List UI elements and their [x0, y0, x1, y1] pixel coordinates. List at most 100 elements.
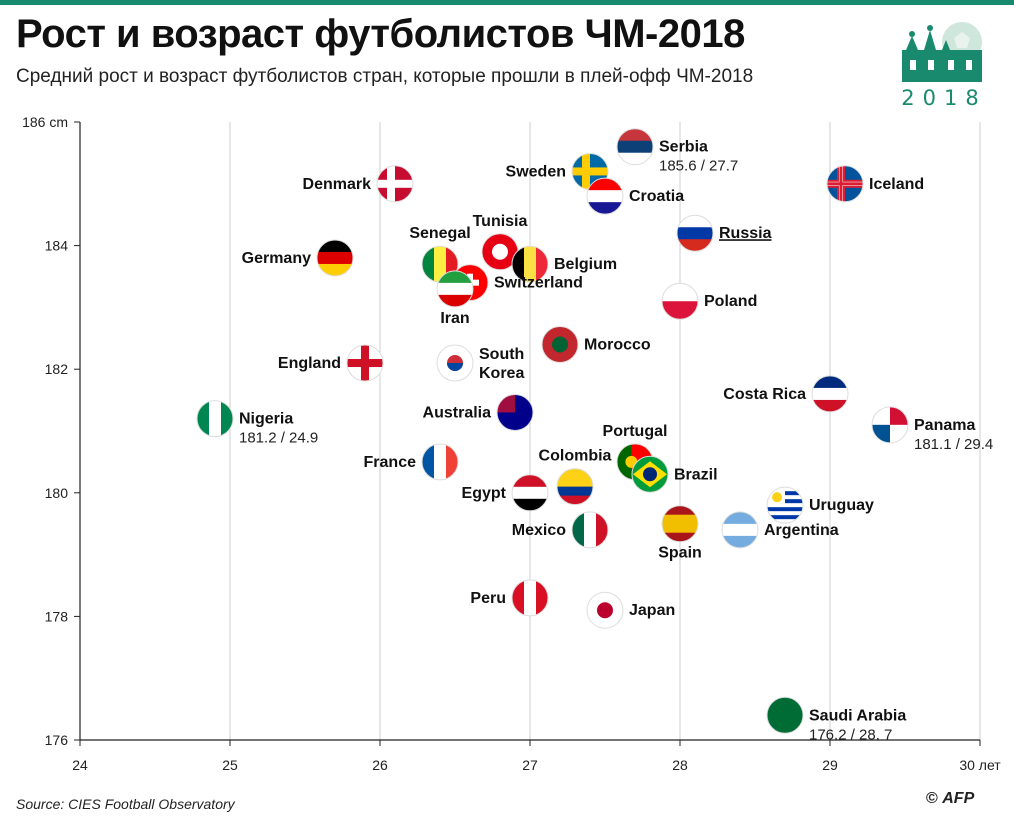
y-tick-label: 178 [45, 608, 69, 624]
point-label: Croatia [629, 188, 684, 205]
flag-outline [676, 214, 714, 252]
flag-graphic [587, 592, 623, 629]
flag-outline [586, 177, 624, 215]
point-value-label: 181.1 / 29.4 [914, 436, 993, 453]
point-label: Uruguay [809, 497, 874, 514]
source-note: Source: CIES Football Observatory [16, 796, 235, 812]
flag-point-germany: Germany [242, 239, 354, 277]
flag-outline [436, 270, 474, 308]
point-label: Japan [629, 602, 675, 619]
flag-point-denmark: Denmark [303, 165, 414, 203]
point-label: Brazil [674, 466, 718, 483]
flag-graphic [827, 165, 863, 202]
afp-credit: © AFP [926, 790, 974, 808]
x-tick-label: 30 лет [959, 757, 1001, 773]
flag-graphic [317, 239, 353, 276]
flag-graphic [572, 511, 608, 548]
flag-outline [196, 400, 234, 438]
flag-graphic [512, 579, 548, 616]
x-tick-label: 28 [672, 757, 688, 773]
flag-outline [511, 245, 549, 283]
chart-title: Рост и возраст футболистов ЧМ-2018 [16, 12, 745, 56]
flag-graphic [767, 697, 803, 734]
point-label: Argentina [764, 522, 839, 539]
flag-outline [436, 344, 474, 382]
flag-outline [721, 511, 759, 549]
point-label: Australia [423, 404, 492, 421]
flag-point-spain: Spain [658, 505, 702, 562]
point-value-label: 185.6 / 27.7 [659, 158, 738, 175]
point-label: Mexico [512, 522, 566, 539]
flag-outline [541, 325, 579, 363]
point-value-label: 176.2 / 28. 7 [809, 726, 892, 743]
logo-year: 2018 [901, 86, 987, 110]
point-label: Iceland [869, 176, 924, 193]
flag-point-iceland: Iceland [826, 165, 924, 203]
y-tick-label: 182 [45, 361, 69, 377]
flag-point-peru: Peru [470, 579, 549, 617]
point-label: Morocco [584, 336, 651, 353]
copyright-symbol: © [926, 790, 938, 807]
flag-outline [346, 344, 384, 382]
point-label: South [479, 346, 524, 363]
x-tick-label: 26 [372, 757, 388, 773]
flag-outline [511, 579, 549, 617]
point-label: Peru [470, 590, 506, 607]
flag-outline [871, 406, 909, 444]
flag-point-nigeria: Nigeria 181.2 / 24.9 [196, 400, 318, 447]
point-label: France [364, 454, 417, 471]
point-label: Korea [479, 365, 524, 382]
point-label: Poland [704, 293, 757, 310]
flag-point-sweden: Sweden [506, 152, 609, 190]
point-label: Colombia [539, 448, 612, 465]
flag-outline [421, 443, 459, 481]
flag-graphic [482, 233, 518, 270]
flag-graphic [722, 511, 758, 548]
flag-graphic [347, 345, 383, 382]
flag-point-croatia: Croatia [586, 177, 684, 215]
flag-graphic [437, 345, 473, 382]
flag-point-panama: Panama 181.1 / 29.4 [871, 406, 993, 453]
point-label: Russia [719, 225, 772, 242]
y-tick-label: 186 cm [22, 114, 68, 130]
flag-graphic [437, 270, 473, 307]
point-label: Saudi Arabia [809, 707, 906, 724]
flag-outline [616, 128, 654, 166]
flag-graphic [377, 165, 413, 202]
flag-point-saudi-arabia: Saudi Arabia 176.2 / 28. 7 [766, 696, 906, 743]
flag-point-belgium: Belgium [511, 245, 617, 283]
flag-graphic [662, 505, 698, 542]
flag-outline [811, 375, 849, 413]
flag-outline [376, 165, 414, 203]
y-tick-label: 176 [45, 732, 69, 748]
flag-outline [316, 239, 354, 277]
flag-outline [586, 591, 624, 629]
flag-point-mexico: Mexico [512, 511, 609, 549]
y-tick-label: 184 [45, 238, 69, 254]
point-label: Spain [658, 545, 702, 562]
flag-point-poland: Poland [661, 282, 757, 320]
point-label: Panama [914, 417, 975, 434]
x-tick-label: 29 [822, 757, 838, 773]
point-label: Serbia [659, 139, 708, 156]
kremlin-ball-icon [902, 22, 982, 82]
flag-graphic [512, 474, 548, 511]
x-tick-label: 25 [222, 757, 238, 773]
flag-graphic [557, 468, 593, 505]
point-label: Egypt [462, 485, 507, 502]
flag-graphic [542, 326, 578, 363]
flag-point-england: England [278, 344, 384, 382]
flag-outline [661, 505, 699, 543]
flag-outline [571, 511, 609, 549]
y-tick-label: 180 [45, 485, 69, 501]
flag-outline [826, 165, 864, 203]
flag-point-japan: Japan [586, 591, 675, 629]
flag-point-australia: Australia [423, 393, 534, 431]
point-label: Nigeria [239, 411, 293, 428]
point-label: Tunisia [473, 213, 528, 230]
point-label: Denmark [303, 176, 372, 193]
flag-outline [496, 393, 534, 431]
flag-graphic [587, 178, 623, 215]
flag-point-serbia: Serbia 185.6 / 27.7 [616, 128, 738, 175]
flag-point-costa-rica: Costa Rica [723, 375, 849, 413]
